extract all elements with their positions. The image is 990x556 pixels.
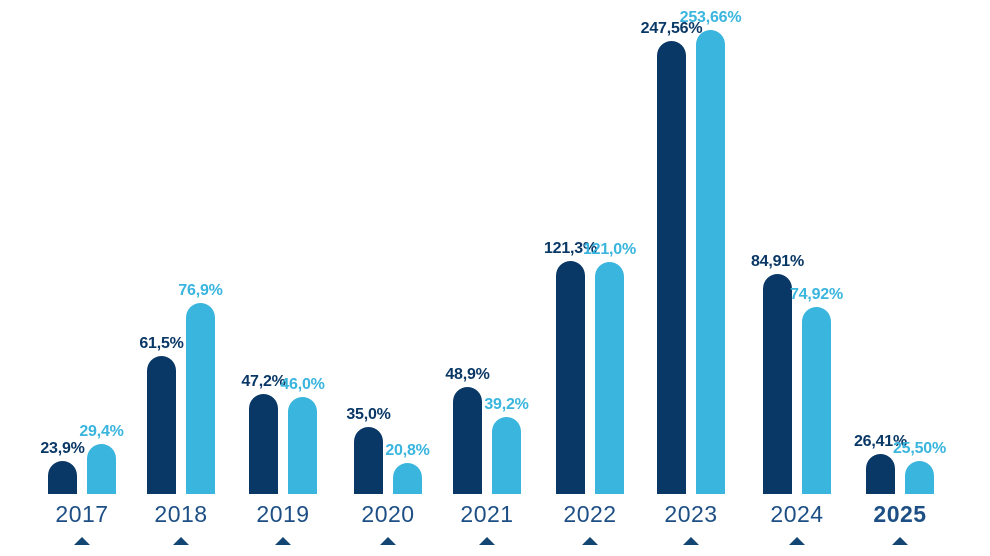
triangle-up-icon bbox=[479, 537, 495, 545]
bar-dark: 84,91% bbox=[751, 254, 804, 494]
year-group: 48,9% 39,2% 2021 bbox=[407, 0, 567, 556]
bar-dark: 47,2% bbox=[241, 374, 286, 494]
year-label: 2022 bbox=[563, 501, 617, 527]
bar-pair: 84,91% 74,92% bbox=[751, 254, 843, 494]
year-label: 2020 bbox=[361, 501, 415, 527]
bar-pair: 47,2% 46,0% bbox=[241, 374, 325, 494]
triangle-up-icon bbox=[582, 537, 598, 545]
bar-dark: 23,9% bbox=[40, 441, 85, 494]
value-label-light: 39,2% bbox=[484, 396, 529, 413]
triangle-up-icon bbox=[275, 537, 291, 545]
year-group: 84,91% 74,92% 2024 bbox=[717, 0, 877, 556]
bar-dark: 121,3% bbox=[544, 241, 597, 494]
value-label-dark: 35,0% bbox=[346, 406, 391, 423]
bar-light: 121,0% bbox=[583, 242, 636, 494]
value-label-dark: 48,9% bbox=[445, 366, 490, 383]
triangle-up-icon bbox=[74, 537, 90, 545]
bar-pair: 35,0% 20,8% bbox=[346, 407, 430, 494]
value-label-light: 29,4% bbox=[79, 423, 124, 440]
year-label: 2018 bbox=[154, 501, 208, 527]
year-group: 121,3% 121,0% 2022 bbox=[510, 0, 670, 556]
bar-light: 74,92% bbox=[790, 287, 843, 494]
bar-light: 253,66% bbox=[680, 10, 742, 494]
bar-pair: 23,9% 29,4% bbox=[40, 424, 124, 494]
bar-pair: 26,41% 25,50% bbox=[854, 434, 946, 494]
value-label-light: 25,50% bbox=[892, 440, 947, 457]
year-label: 2025 bbox=[873, 501, 927, 527]
triangle-up-icon bbox=[173, 537, 189, 545]
value-label-dark: 47,2% bbox=[241, 373, 286, 390]
bar-dark: 26,41% bbox=[854, 434, 907, 494]
bar-light: 29,4% bbox=[79, 424, 124, 494]
year-group: 61,5% 76,9% 2018 bbox=[101, 0, 261, 556]
triangle-up-icon bbox=[789, 537, 805, 545]
bar-pair: 247,56% 253,66% bbox=[641, 10, 742, 494]
value-label-light: 121,0% bbox=[582, 241, 637, 258]
value-label-dark: 121,3% bbox=[543, 240, 598, 257]
year-label: 2019 bbox=[256, 501, 310, 527]
year-group: 26,41% 25,50% 2025 bbox=[820, 0, 980, 556]
bar-light: 46,0% bbox=[280, 377, 325, 494]
value-label-light: 74,92% bbox=[789, 286, 844, 303]
bar-light: 20,8% bbox=[385, 443, 430, 494]
bar-light: 39,2% bbox=[484, 397, 529, 494]
value-label-dark: 26,41% bbox=[853, 433, 908, 450]
year-group: 247,56% 253,66% 2023 bbox=[611, 0, 771, 556]
value-label-dark: 61,5% bbox=[139, 335, 184, 352]
value-label-dark: 23,9% bbox=[40, 440, 85, 457]
value-label-light: 20,8% bbox=[385, 442, 430, 459]
year-group: 47,2% 46,0% 2019 bbox=[203, 0, 363, 556]
bar-pair: 61,5% 76,9% bbox=[139, 283, 223, 494]
year-label: 2017 bbox=[55, 501, 109, 527]
bar-dark: 48,9% bbox=[445, 367, 490, 494]
value-label-dark: 247,56% bbox=[640, 20, 703, 37]
bar-pair: 48,9% 39,2% bbox=[445, 367, 529, 494]
bar-dark: 35,0% bbox=[346, 407, 391, 494]
bar-dark: 61,5% bbox=[139, 336, 184, 494]
year-label: 2021 bbox=[460, 501, 514, 527]
year-label: 2023 bbox=[664, 501, 718, 527]
year-label: 2024 bbox=[770, 501, 824, 527]
year-group: 35,0% 20,8% 2020 bbox=[308, 0, 468, 556]
value-label-light: 253,66% bbox=[679, 9, 742, 26]
value-label-dark: 84,91% bbox=[750, 253, 805, 270]
value-label-light: 46,0% bbox=[280, 376, 325, 393]
triangle-up-icon bbox=[380, 537, 396, 545]
triangle-up-icon bbox=[683, 537, 699, 545]
bar-light: 76,9% bbox=[178, 283, 223, 494]
year-group: 23,9% 29,4% 2017 bbox=[2, 0, 162, 556]
value-label-light: 76,9% bbox=[178, 282, 223, 299]
bar-light: 25,50% bbox=[893, 441, 946, 494]
bar-pair: 121,3% 121,0% bbox=[544, 241, 636, 494]
triangle-up-icon bbox=[892, 537, 908, 545]
bar-dark: 247,56% bbox=[641, 21, 703, 494]
